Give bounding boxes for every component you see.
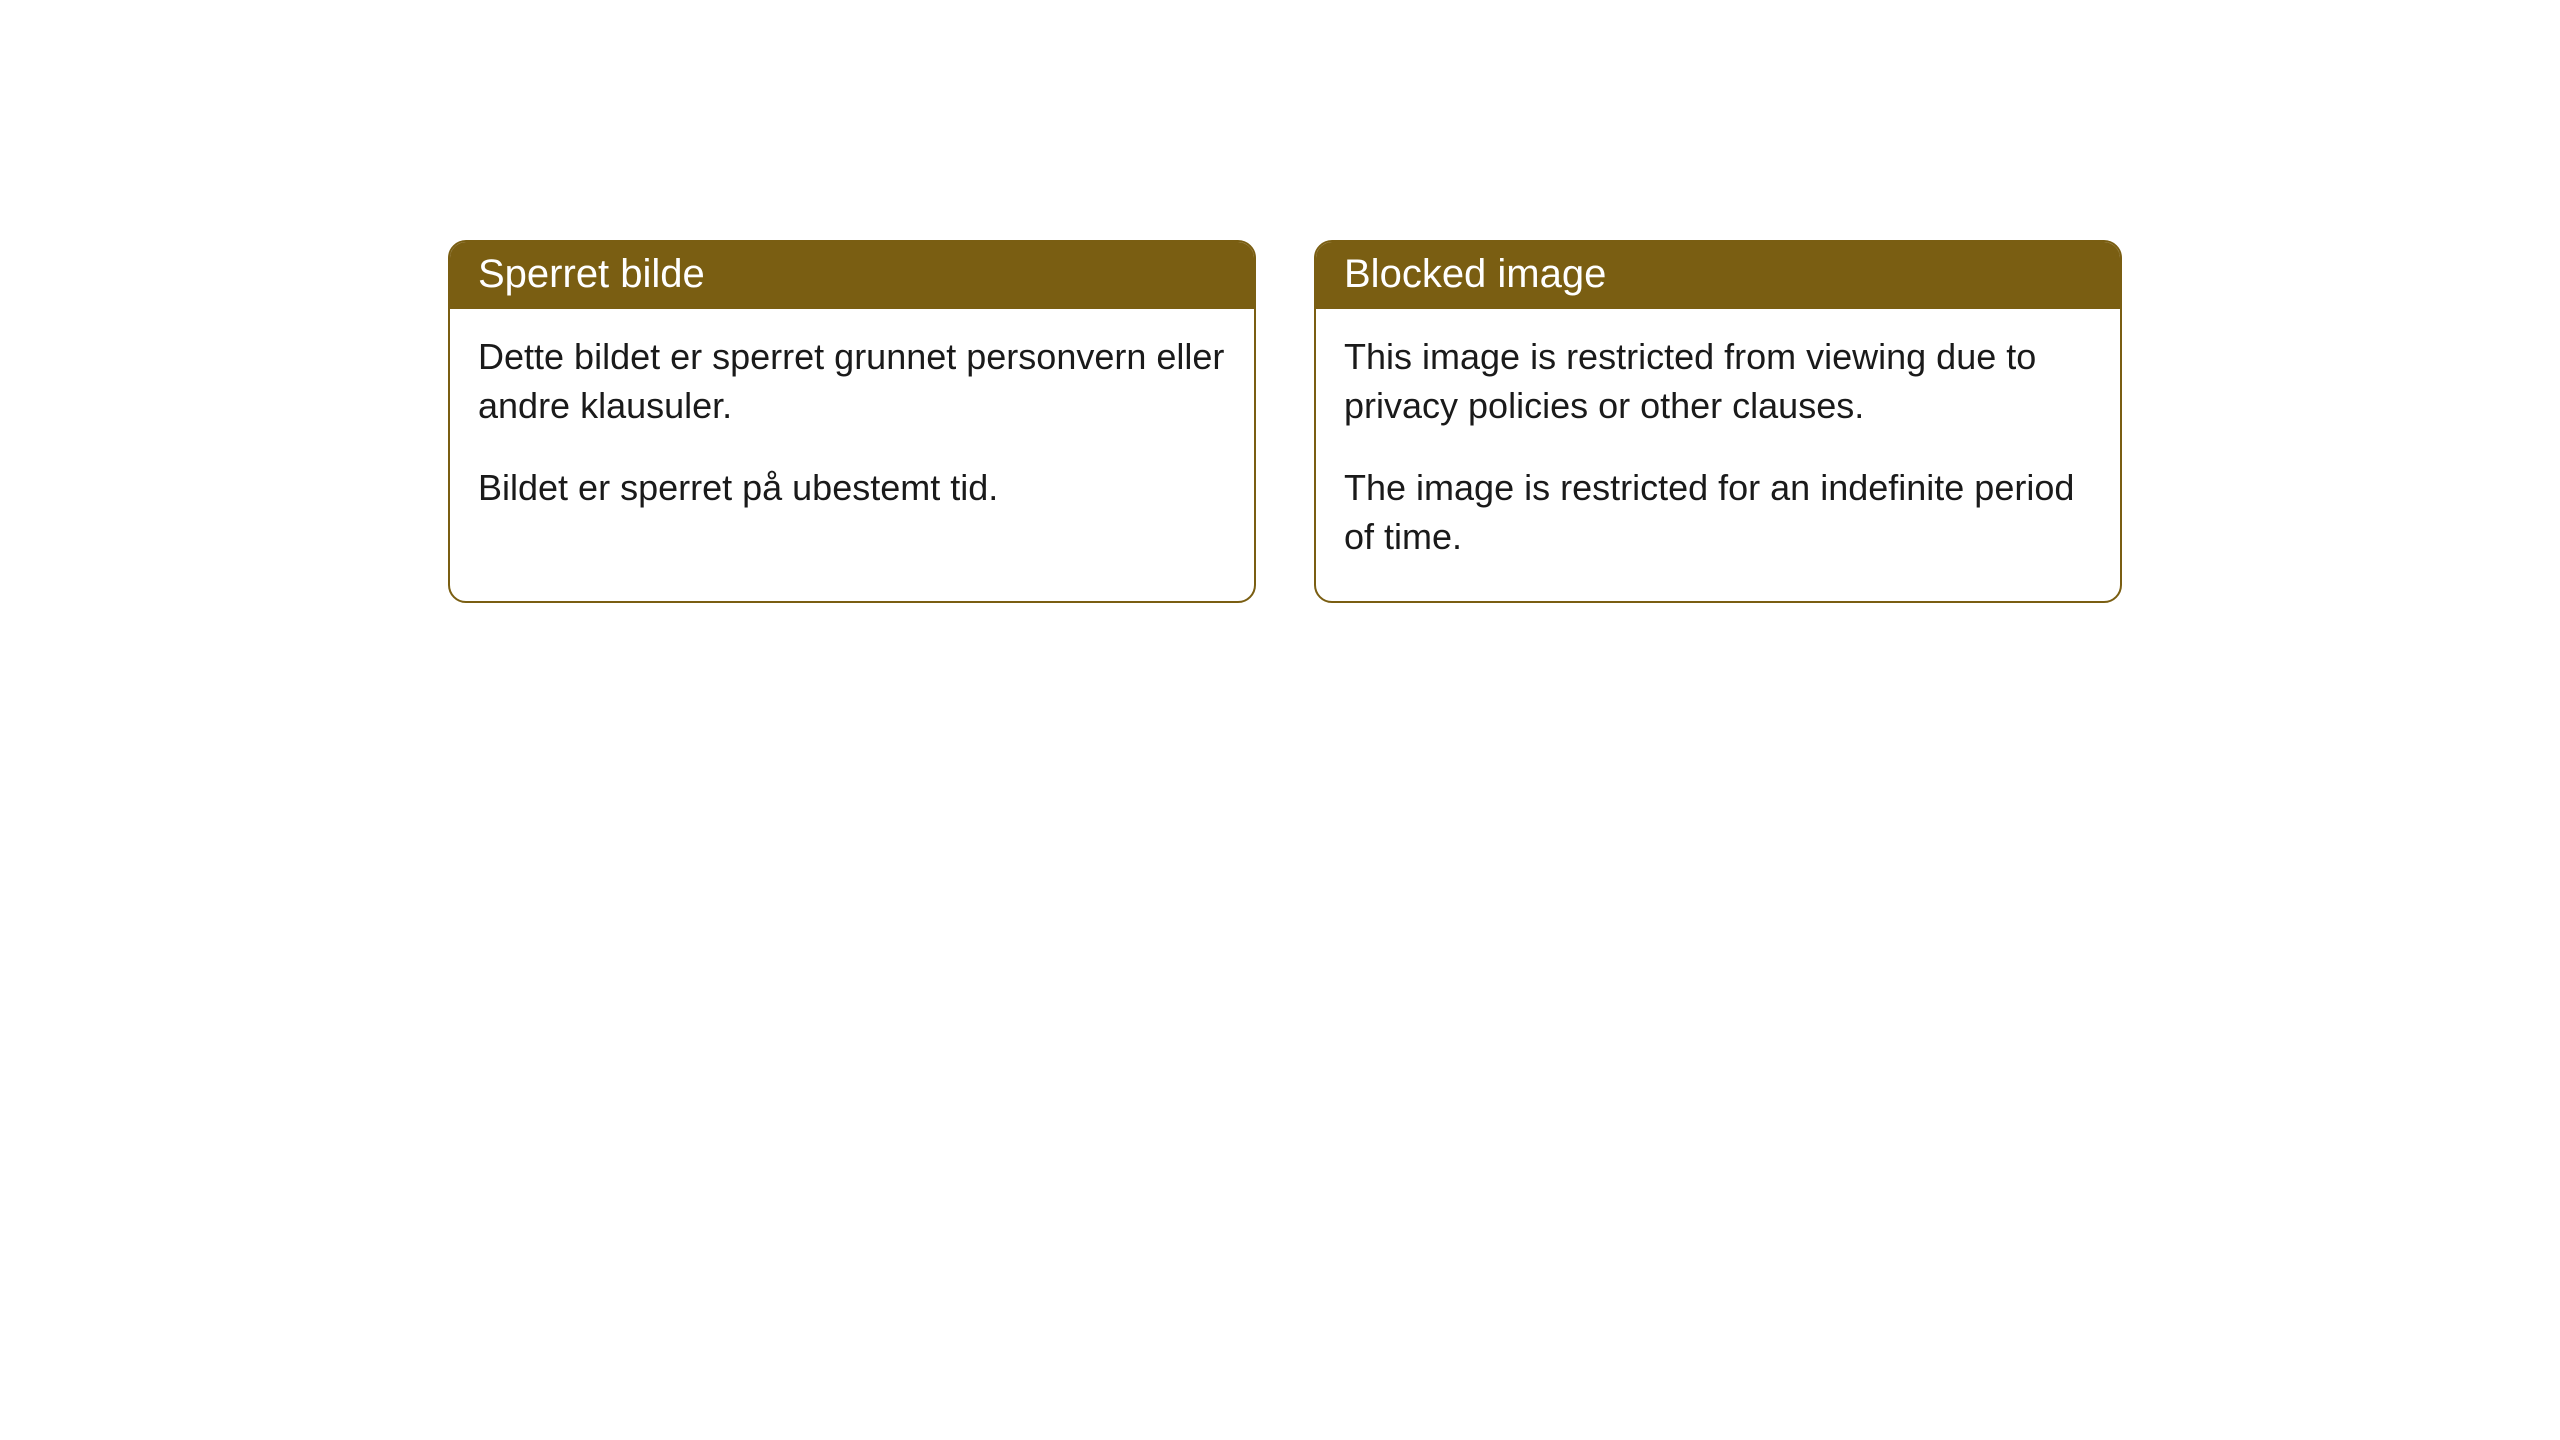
notice-paragraph: Dette bildet er sperret grunnet personve…: [478, 333, 1226, 430]
notice-container: Sperret bilde Dette bildet er sperret gr…: [0, 0, 2560, 603]
card-header: Blocked image: [1316, 242, 2120, 309]
notice-paragraph: The image is restricted for an indefinit…: [1344, 464, 2092, 561]
card-header: Sperret bilde: [450, 242, 1254, 309]
notice-card-norwegian: Sperret bilde Dette bildet er sperret gr…: [448, 240, 1256, 603]
card-body: This image is restricted from viewing du…: [1316, 309, 2120, 601]
notice-paragraph: Bildet er sperret på ubestemt tid.: [478, 464, 1226, 513]
notice-paragraph: This image is restricted from viewing du…: [1344, 333, 2092, 430]
notice-card-english: Blocked image This image is restricted f…: [1314, 240, 2122, 603]
card-body: Dette bildet er sperret grunnet personve…: [450, 309, 1254, 553]
